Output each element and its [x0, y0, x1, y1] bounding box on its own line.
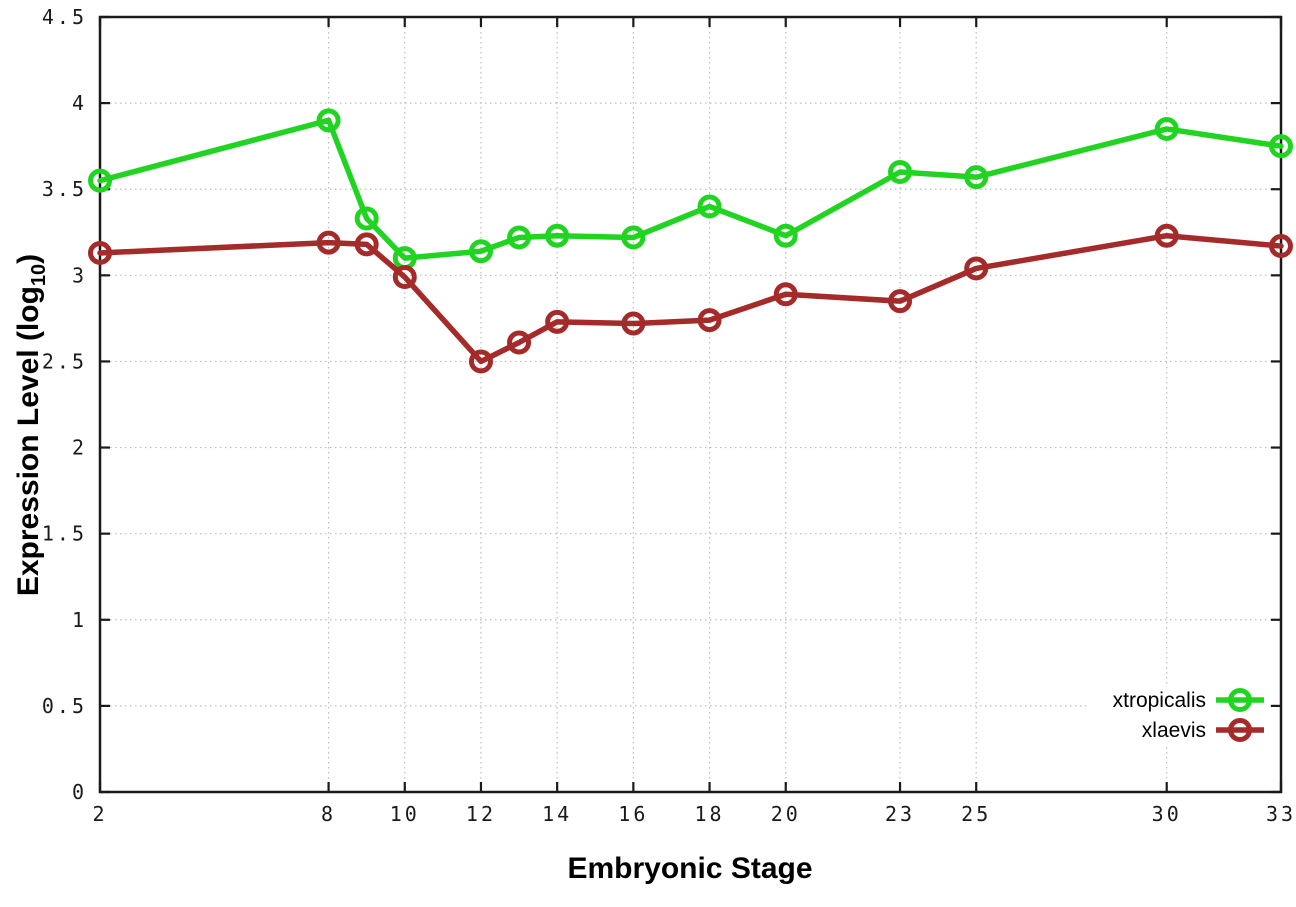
- data-point-xtropicalis: [354, 206, 379, 231]
- y-tick-label: 1.5: [42, 522, 87, 546]
- series-xlaevis: [88, 223, 1293, 374]
- data-point-xtropicalis: [316, 108, 341, 133]
- x-tick-label: 18: [695, 802, 725, 826]
- legend-label: xtropicalis: [1113, 689, 1206, 712]
- x-tick-label: 2: [92, 802, 107, 826]
- x-tick-label: 30: [1152, 802, 1182, 826]
- x-tick-label: 10: [390, 802, 420, 826]
- data-point-xlaevis: [1154, 223, 1179, 248]
- plot-border: [98, 15, 1283, 794]
- x-tick-label: 8: [321, 802, 336, 826]
- x-tick-label: 16: [618, 802, 648, 826]
- axis-ticks: 0 0.5 1 1.5 2 2.5 3 3.5 4 4.5 2 8 10 12 14 16 18 20 23 25 30…: [42, 5, 1296, 826]
- data-point-xtropicalis: [773, 223, 798, 248]
- data-point-xtropicalis: [1154, 116, 1179, 141]
- data-point-xtropicalis: [888, 160, 913, 184]
- series-xtropicalis: [88, 108, 1293, 271]
- data-point-xlaevis: [621, 311, 646, 336]
- data-point-xlaevis: [507, 330, 532, 355]
- data-point-xtropicalis: [468, 239, 493, 264]
- y-tick-label: 0.5: [42, 694, 87, 718]
- legend-sample-marker: [1228, 718, 1252, 742]
- x-tick-label: 12: [466, 802, 496, 826]
- y-tick-label: 2.5: [42, 349, 87, 373]
- legend-background: [1090, 684, 1268, 746]
- data-point-xlaevis: [88, 240, 112, 265]
- x-tick-label: 33: [1266, 802, 1296, 826]
- legend-entry-xtropicalis: xtropicalis: [1113, 688, 1264, 712]
- data-point-xtropicalis: [621, 225, 646, 250]
- x-tick-label: 23: [885, 802, 915, 826]
- data-point-xtropicalis: [697, 194, 722, 219]
- data-point-xlaevis: [697, 308, 722, 333]
- x-tick-label: 14: [542, 802, 572, 826]
- x-tick-label: 25: [961, 802, 991, 826]
- data-point-xtropicalis: [507, 225, 532, 250]
- legend: xtropicalis xlaevis: [1090, 684, 1268, 746]
- x-axis-title: Embryonic Stage: [567, 852, 812, 885]
- data-point-xtropicalis: [1269, 134, 1293, 159]
- y-tick-label: 3.5: [42, 177, 87, 201]
- legend-entry-xlaevis: xlaevis: [1142, 718, 1264, 742]
- data-point-xlaevis: [773, 282, 798, 307]
- data-point-xlaevis: [1269, 234, 1293, 259]
- data-point-xlaevis: [392, 265, 417, 290]
- y-tick-label: 1: [72, 608, 87, 632]
- x-tick-label: 20: [771, 802, 801, 826]
- y-tick-label: 4: [72, 91, 87, 115]
- y-tick-label: 4.5: [42, 5, 87, 29]
- y-axis-title: Expression Level (log10): [12, 254, 50, 596]
- data-point-xtropicalis: [88, 168, 112, 193]
- y-tick-label: 3: [72, 263, 87, 287]
- data-point-xlaevis: [888, 289, 913, 314]
- data-point-xlaevis: [316, 230, 341, 255]
- data-point-xlaevis: [545, 309, 570, 334]
- y-tick-label: 0: [72, 780, 87, 804]
- data-point-xlaevis: [964, 256, 989, 281]
- data-point-xlaevis: [468, 349, 493, 374]
- y-tick-label: 2: [72, 436, 87, 460]
- legend-label: xlaevis: [1142, 719, 1206, 742]
- data-point-xtropicalis: [545, 223, 570, 248]
- data-point-xtropicalis: [964, 165, 989, 190]
- chart-layer: 0 0.5 1 1.5 2 2.5 3 3.5 4 4.5 2 8 10 12 14 16 18 20 23 25 30…: [42, 5, 1296, 826]
- data-point-xlaevis: [354, 232, 379, 257]
- legend-sample-marker: [1228, 688, 1252, 712]
- gridlines: [100, 17, 1281, 792]
- series-line-xlaevis: [97, 232, 1284, 365]
